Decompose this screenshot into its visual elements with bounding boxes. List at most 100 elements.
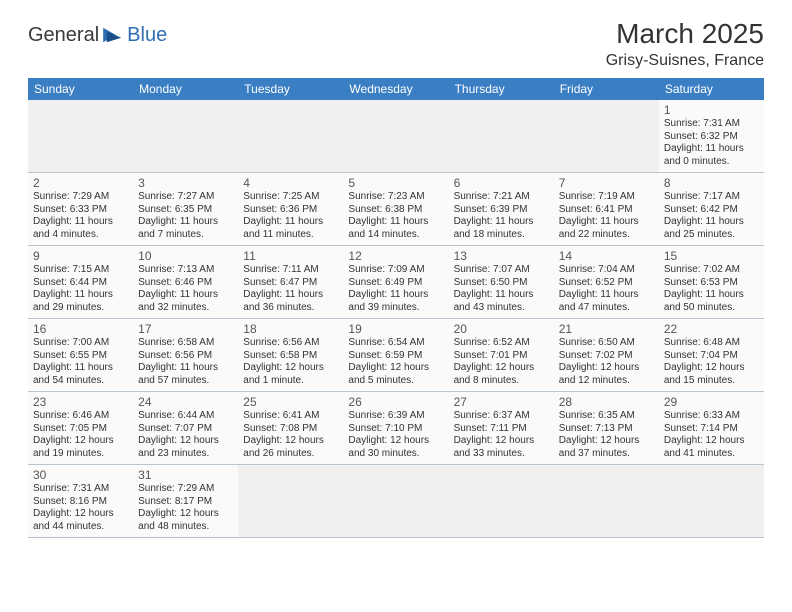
calendar-cell (449, 465, 554, 538)
day-details: Sunrise: 7:29 AMSunset: 8:17 PMDaylight:… (138, 483, 233, 533)
calendar-week-row: 2Sunrise: 7:29 AMSunset: 6:33 PMDaylight… (28, 173, 764, 246)
day-details: Sunrise: 7:15 AMSunset: 6:44 PMDaylight:… (33, 264, 128, 314)
day-header-row: Sunday Monday Tuesday Wednesday Thursday… (28, 78, 764, 100)
day-details: Sunrise: 7:21 AMSunset: 6:39 PMDaylight:… (454, 191, 549, 241)
day-details: Sunrise: 7:25 AMSunset: 6:36 PMDaylight:… (243, 191, 338, 241)
calendar-cell (659, 465, 764, 538)
day-number: 22 (664, 322, 759, 336)
col-saturday: Saturday (659, 78, 764, 100)
day-number: 6 (454, 176, 549, 190)
day-number: 18 (243, 322, 338, 336)
calendar-cell: 22Sunrise: 6:48 AMSunset: 7:04 PMDayligh… (659, 319, 764, 392)
calendar-cell (238, 465, 343, 538)
calendar-cell: 13Sunrise: 7:07 AMSunset: 6:50 PMDayligh… (449, 246, 554, 319)
day-number: 1 (664, 103, 759, 117)
calendar-cell: 3Sunrise: 7:27 AMSunset: 6:35 PMDaylight… (133, 173, 238, 246)
day-details: Sunrise: 6:33 AMSunset: 7:14 PMDaylight:… (664, 410, 759, 460)
calendar-cell: 25Sunrise: 6:41 AMSunset: 7:08 PMDayligh… (238, 392, 343, 465)
day-details: Sunrise: 6:46 AMSunset: 7:05 PMDaylight:… (33, 410, 128, 460)
day-number: 16 (33, 322, 128, 336)
col-wednesday: Wednesday (343, 78, 448, 100)
calendar-cell: 18Sunrise: 6:56 AMSunset: 6:58 PMDayligh… (238, 319, 343, 392)
day-number: 15 (664, 249, 759, 263)
calendar-cell: 27Sunrise: 6:37 AMSunset: 7:11 PMDayligh… (449, 392, 554, 465)
day-number: 23 (33, 395, 128, 409)
day-details: Sunrise: 6:44 AMSunset: 7:07 PMDaylight:… (138, 410, 233, 460)
calendar-table: Sunday Monday Tuesday Wednesday Thursday… (28, 78, 764, 538)
logo-flag-icon (103, 26, 125, 44)
day-details: Sunrise: 7:07 AMSunset: 6:50 PMDaylight:… (454, 264, 549, 314)
day-number: 21 (559, 322, 654, 336)
day-number: 11 (243, 249, 338, 263)
day-number: 12 (348, 249, 443, 263)
calendar-cell: 12Sunrise: 7:09 AMSunset: 6:49 PMDayligh… (343, 246, 448, 319)
day-number: 3 (138, 176, 233, 190)
day-number: 29 (664, 395, 759, 409)
calendar-cell: 16Sunrise: 7:00 AMSunset: 6:55 PMDayligh… (28, 319, 133, 392)
day-details: Sunrise: 6:39 AMSunset: 7:10 PMDaylight:… (348, 410, 443, 460)
calendar-cell: 31Sunrise: 7:29 AMSunset: 8:17 PMDayligh… (133, 465, 238, 538)
calendar-cell (238, 100, 343, 173)
day-details: Sunrise: 6:41 AMSunset: 7:08 PMDaylight:… (243, 410, 338, 460)
day-number: 26 (348, 395, 443, 409)
day-number: 27 (454, 395, 549, 409)
calendar-cell (554, 465, 659, 538)
col-friday: Friday (554, 78, 659, 100)
day-details: Sunrise: 6:56 AMSunset: 6:58 PMDaylight:… (243, 337, 338, 387)
day-number: 19 (348, 322, 443, 336)
calendar-body: 1Sunrise: 7:31 AMSunset: 6:32 PMDaylight… (28, 100, 764, 538)
calendar-week-row: 23Sunrise: 6:46 AMSunset: 7:05 PMDayligh… (28, 392, 764, 465)
day-details: Sunrise: 6:54 AMSunset: 6:59 PMDaylight:… (348, 337, 443, 387)
day-number: 10 (138, 249, 233, 263)
day-details: Sunrise: 6:35 AMSunset: 7:13 PMDaylight:… (559, 410, 654, 460)
title-block: March 2025 Grisy-Suisnes, France (606, 18, 764, 70)
day-details: Sunrise: 7:00 AMSunset: 6:55 PMDaylight:… (33, 337, 128, 387)
day-details: Sunrise: 7:31 AMSunset: 8:16 PMDaylight:… (33, 483, 128, 533)
calendar-week-row: 9Sunrise: 7:15 AMSunset: 6:44 PMDaylight… (28, 246, 764, 319)
day-details: Sunrise: 7:13 AMSunset: 6:46 PMDaylight:… (138, 264, 233, 314)
calendar-cell (133, 100, 238, 173)
calendar-cell (554, 100, 659, 173)
calendar-cell: 30Sunrise: 7:31 AMSunset: 8:16 PMDayligh… (28, 465, 133, 538)
day-number: 2 (33, 176, 128, 190)
calendar-week-row: 30Sunrise: 7:31 AMSunset: 8:16 PMDayligh… (28, 465, 764, 538)
calendar-cell: 17Sunrise: 6:58 AMSunset: 6:56 PMDayligh… (133, 319, 238, 392)
calendar-cell: 19Sunrise: 6:54 AMSunset: 6:59 PMDayligh… (343, 319, 448, 392)
calendar-cell: 9Sunrise: 7:15 AMSunset: 6:44 PMDaylight… (28, 246, 133, 319)
day-details: Sunrise: 7:31 AMSunset: 6:32 PMDaylight:… (664, 118, 759, 168)
calendar-cell: 5Sunrise: 7:23 AMSunset: 6:38 PMDaylight… (343, 173, 448, 246)
col-sunday: Sunday (28, 78, 133, 100)
day-number: 8 (664, 176, 759, 190)
logo: General Blue (28, 24, 167, 47)
location-text: Grisy-Suisnes, France (606, 52, 764, 70)
calendar-cell: 14Sunrise: 7:04 AMSunset: 6:52 PMDayligh… (554, 246, 659, 319)
calendar-cell: 29Sunrise: 6:33 AMSunset: 7:14 PMDayligh… (659, 392, 764, 465)
day-number: 20 (454, 322, 549, 336)
day-number: 7 (559, 176, 654, 190)
day-details: Sunrise: 7:27 AMSunset: 6:35 PMDaylight:… (138, 191, 233, 241)
calendar-cell: 11Sunrise: 7:11 AMSunset: 6:47 PMDayligh… (238, 246, 343, 319)
day-number: 31 (138, 468, 233, 482)
calendar-cell: 7Sunrise: 7:19 AMSunset: 6:41 PMDaylight… (554, 173, 659, 246)
day-details: Sunrise: 7:29 AMSunset: 6:33 PMDaylight:… (33, 191, 128, 241)
day-number: 4 (243, 176, 338, 190)
calendar-week-row: 1Sunrise: 7:31 AMSunset: 6:32 PMDaylight… (28, 100, 764, 173)
day-details: Sunrise: 7:04 AMSunset: 6:52 PMDaylight:… (559, 264, 654, 314)
calendar-cell: 24Sunrise: 6:44 AMSunset: 7:07 PMDayligh… (133, 392, 238, 465)
day-details: Sunrise: 6:48 AMSunset: 7:04 PMDaylight:… (664, 337, 759, 387)
col-monday: Monday (133, 78, 238, 100)
calendar-cell: 4Sunrise: 7:25 AMSunset: 6:36 PMDaylight… (238, 173, 343, 246)
month-title: March 2025 (606, 18, 764, 50)
calendar-cell: 26Sunrise: 6:39 AMSunset: 7:10 PMDayligh… (343, 392, 448, 465)
day-details: Sunrise: 6:37 AMSunset: 7:11 PMDaylight:… (454, 410, 549, 460)
logo-text-general: General (28, 24, 99, 47)
day-details: Sunrise: 7:02 AMSunset: 6:53 PMDaylight:… (664, 264, 759, 314)
col-thursday: Thursday (449, 78, 554, 100)
calendar-cell: 10Sunrise: 7:13 AMSunset: 6:46 PMDayligh… (133, 246, 238, 319)
col-tuesday: Tuesday (238, 78, 343, 100)
logo-text-blue: Blue (127, 24, 167, 47)
day-number: 30 (33, 468, 128, 482)
calendar-cell: 23Sunrise: 6:46 AMSunset: 7:05 PMDayligh… (28, 392, 133, 465)
day-number: 5 (348, 176, 443, 190)
calendar-cell (343, 465, 448, 538)
